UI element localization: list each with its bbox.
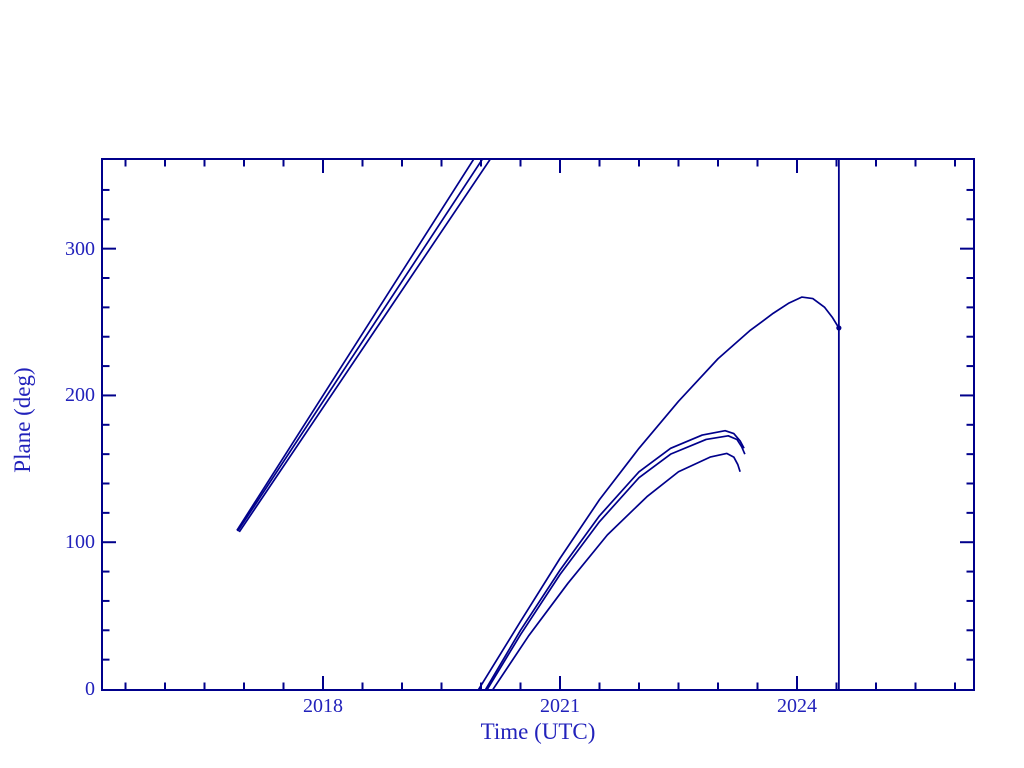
- x-tick-label-2021: 2021: [540, 695, 580, 717]
- plane-track-2d-wrapped: [492, 452, 741, 689]
- plane-track-2a-wrapped: [477, 296, 840, 689]
- plot-area: [101, 158, 975, 691]
- y-tick-label-100: 100: [65, 531, 95, 554]
- plane-track-1c: [238, 160, 491, 533]
- plane-track-2b-wrapped: [484, 429, 745, 689]
- plot-canvas: [103, 160, 973, 689]
- x-tick-label-2024: 2024: [776, 695, 817, 717]
- x-tick-label-2018: 2018: [303, 695, 343, 717]
- x-axis-title: Time (UTC): [480, 719, 596, 744]
- y-tick-label-200: 200: [65, 384, 95, 407]
- plane-track-1a: [236, 160, 475, 531]
- y-tick-label-0: 0: [85, 678, 95, 700]
- y-tick-label-300: 300: [65, 237, 95, 260]
- track-end-marker: [836, 325, 842, 331]
- plane-track-1b: [236, 160, 483, 532]
- y-axis-title: Plane (deg): [10, 367, 35, 473]
- plane-track-2c-wrapped: [486, 434, 746, 689]
